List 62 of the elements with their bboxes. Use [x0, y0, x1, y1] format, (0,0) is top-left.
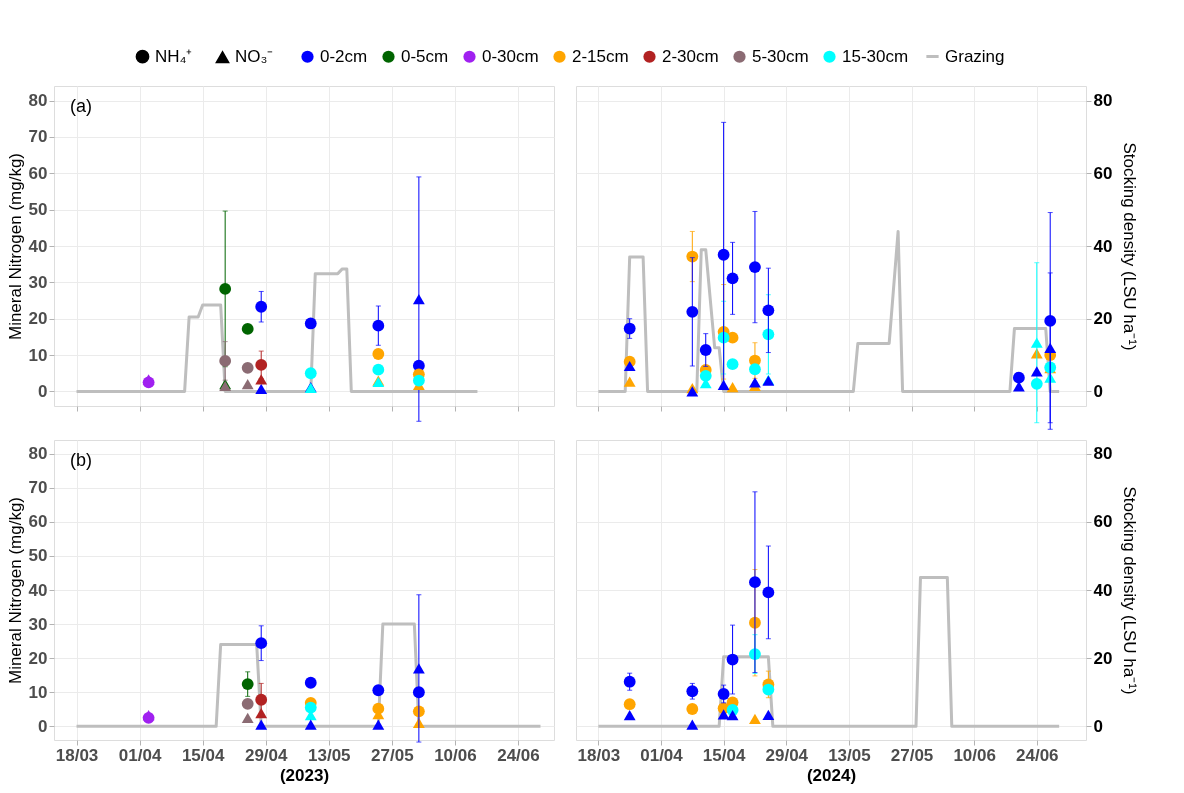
- y-tick-label: 30: [28, 614, 48, 634]
- legend-label: 15-30cm: [842, 46, 909, 66]
- y-tick-label: 20: [1093, 648, 1113, 668]
- y-axis-title: Stocking density (LSU ha⁻¹): [1120, 486, 1140, 695]
- legend-label: 0-2cm: [320, 46, 368, 66]
- x-tick-label: 24/06: [1016, 745, 1059, 765]
- y-tick-label: 70: [28, 478, 48, 498]
- y-tick-label: 80: [28, 91, 48, 111]
- y-tick-label: 30: [28, 272, 48, 292]
- y-tick-label: 0: [1093, 716, 1103, 736]
- y-tick-label: 80: [1093, 444, 1113, 464]
- x-tick-label: 27/05: [371, 745, 414, 765]
- x-tick-label: 15/04: [181, 745, 225, 765]
- legend-label: 2-30cm: [662, 46, 719, 66]
- y-tick-label: 80: [1093, 91, 1113, 111]
- text: NO₃⁻: [235, 47, 274, 67]
- y-tick-label: 50: [28, 200, 48, 220]
- y-tick-label: 0: [38, 716, 48, 736]
- legend-label: 0-5cm: [401, 46, 449, 66]
- x-tick-label: 27/05: [890, 745, 934, 765]
- legend-label: Grazing: [945, 46, 1005, 66]
- x-tick-label: 24/06: [497, 745, 540, 765]
- x-tick-label: 10/06: [434, 745, 477, 765]
- text: NH₄⁺: [155, 46, 193, 66]
- x-tick-label: 15/04: [702, 745, 746, 765]
- x-tick-label: 18/03: [577, 745, 621, 765]
- y-tick-label: 60: [1093, 512, 1113, 532]
- legend-label: 0-30cm: [482, 46, 539, 66]
- y-tick-label: 40: [28, 236, 48, 256]
- y-tick-label: 20: [1093, 309, 1113, 329]
- y-tick-label: 60: [28, 163, 48, 183]
- y-tick-label: 70: [28, 127, 48, 147]
- legend-label: 5-30cm: [752, 46, 809, 66]
- x-tick-label: 29/04: [244, 745, 289, 765]
- y-tick-label: 0: [38, 381, 48, 401]
- x-tick-label: 29/04: [765, 745, 809, 765]
- legend-label: 2-15cm: [572, 46, 629, 66]
- x-tick-label: 13/05: [828, 745, 871, 765]
- y-tick-label: 40: [28, 580, 48, 600]
- x-tick-label: 10/06: [953, 745, 996, 765]
- y-tick-label: 80: [28, 444, 48, 464]
- x-tick-label: 01/04: [640, 745, 684, 765]
- x-tick-label: 18/03: [55, 745, 99, 765]
- y-tick-label: 10: [28, 345, 48, 365]
- y-tick-label: 0: [1093, 381, 1103, 401]
- x-tick-label: 13/05: [308, 745, 351, 765]
- text: (b): [70, 450, 92, 470]
- x-axis-title: (2024): [806, 765, 857, 785]
- x-axis-title: (2023): [279, 765, 330, 785]
- y-tick-label: 60: [1093, 163, 1113, 183]
- y-tick-label: 10: [28, 682, 48, 702]
- y-tick-label: 60: [28, 512, 48, 532]
- text: (a): [70, 96, 92, 116]
- y-axis-title: Mineral Nitrogen (mg/kg): [5, 152, 25, 341]
- y-axis-title: Stocking density (LSU ha⁻¹): [1120, 142, 1140, 351]
- y-tick-label: 20: [28, 648, 48, 668]
- y-tick-label: 40: [1093, 236, 1113, 256]
- x-tick-label: 01/04: [118, 745, 162, 765]
- y-tick-label: 40: [1093, 580, 1113, 600]
- y-tick-label: 20: [28, 309, 48, 329]
- y-axis-title: Mineral Nitrogen (mg/kg): [5, 496, 25, 685]
- y-tick-label: 50: [28, 546, 48, 566]
